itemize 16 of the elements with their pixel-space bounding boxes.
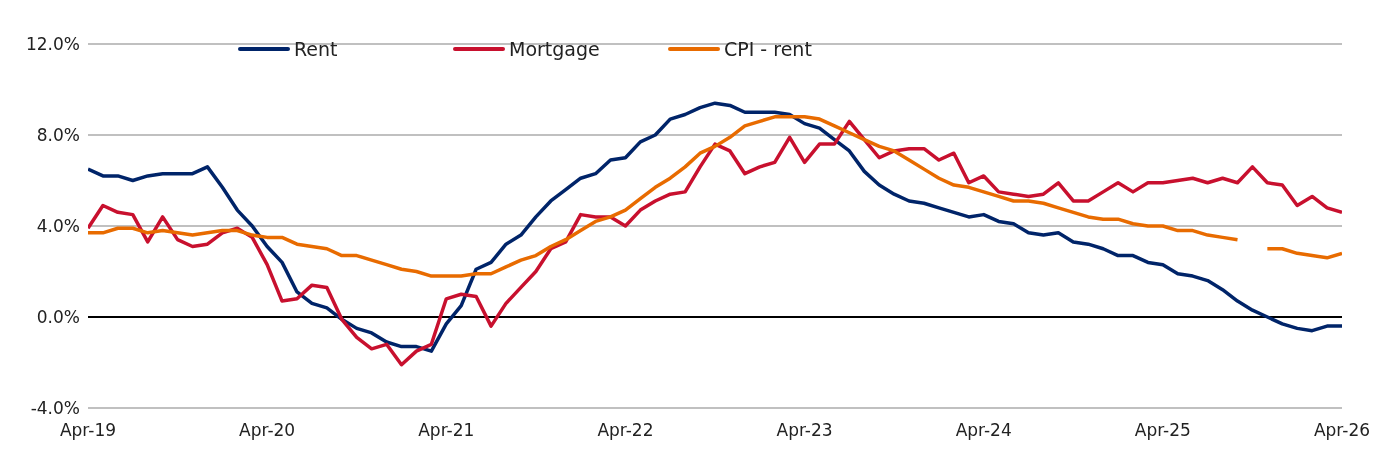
legend-label: CPI - rent	[724, 38, 812, 60]
y-tick-label: 4.0%	[36, 216, 80, 237]
y-tick-label: 8.0%	[36, 125, 80, 146]
x-tick-label: Apr-21	[418, 420, 475, 441]
x-tick-label: Apr-24	[955, 420, 1012, 441]
x-tick-label: Apr-26	[1313, 420, 1371, 441]
x-tick-label: Apr-23	[776, 420, 833, 441]
legend-label: Rent	[294, 38, 338, 60]
legend-label: Mortgage	[509, 38, 600, 60]
x-tick-label: Apr-20	[239, 420, 296, 441]
x-tick-label: Apr-19	[59, 420, 117, 441]
x-tick-label: Apr-22	[597, 420, 654, 441]
y-tick-label: 0.0%	[36, 307, 80, 328]
y-tick-label: -4.0%	[30, 398, 80, 419]
y-tick-label: 12.0%	[25, 34, 80, 55]
x-tick-label: Apr-25	[1134, 420, 1191, 441]
